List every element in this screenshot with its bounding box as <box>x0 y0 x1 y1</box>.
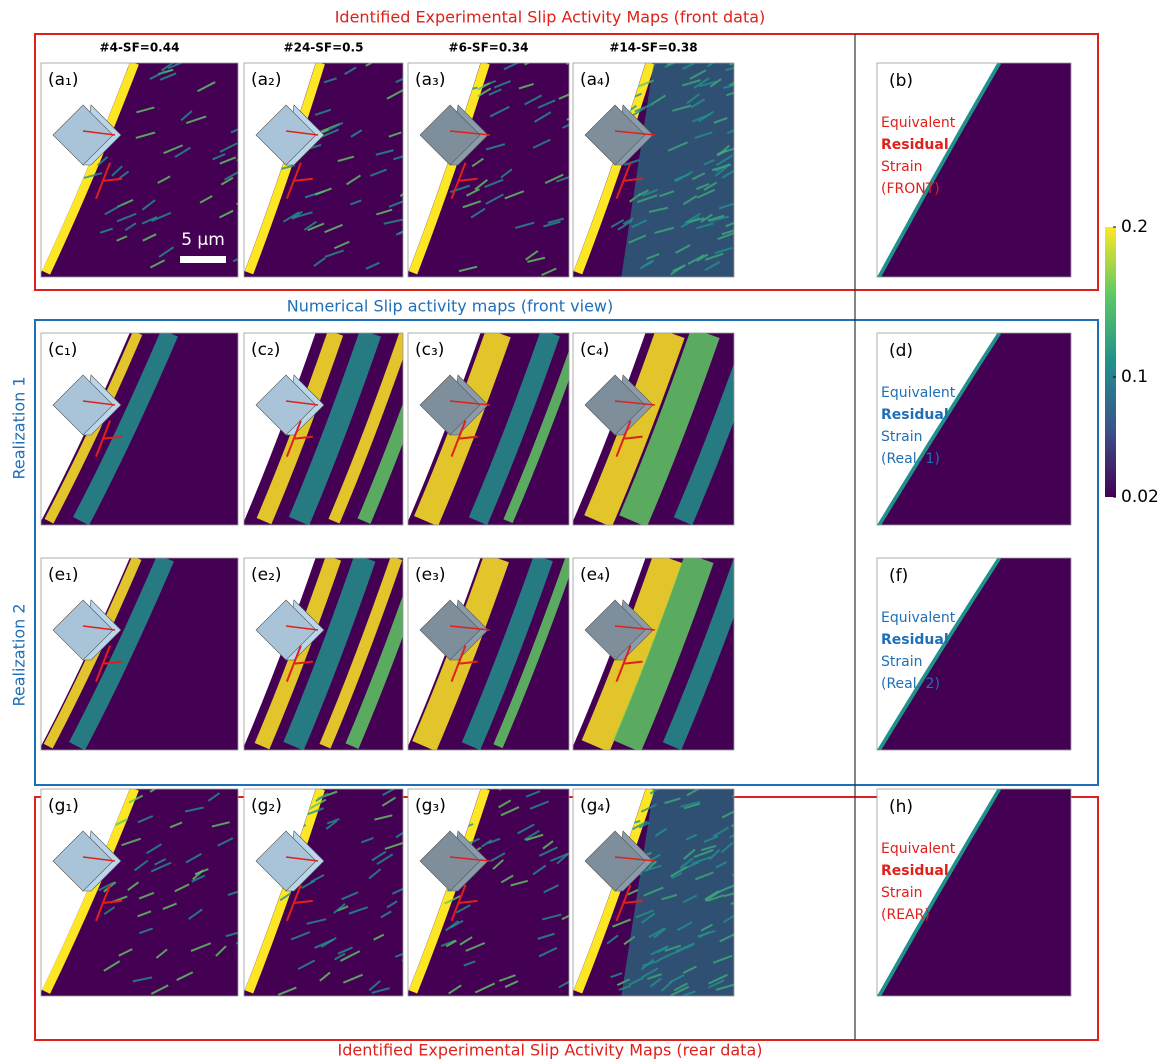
panel-label: (g₄) <box>580 796 611 816</box>
panel-label: (h) <box>889 797 913 817</box>
panel-label: (a₁) <box>48 70 79 90</box>
side-text: Strain <box>881 429 922 445</box>
streak <box>733 145 749 154</box>
column-header: #24-SF=0.5 <box>284 41 364 55</box>
side-text: Residual <box>881 407 949 423</box>
panel-label: (g₂) <box>251 796 282 816</box>
streak <box>733 928 747 935</box>
column-header: #14-SF=0.38 <box>609 41 697 55</box>
map-panel <box>573 558 744 750</box>
colorbar <box>1105 227 1116 497</box>
side-text: (Real. 1) <box>881 451 940 467</box>
scale-bar <box>180 256 226 263</box>
map-panel <box>244 558 424 750</box>
side-text: Equivalent <box>881 385 956 401</box>
middle-title: Numerical Slip activity maps (front view… <box>287 297 614 316</box>
side-text: Residual <box>881 137 949 153</box>
panel-label: (f) <box>889 566 908 586</box>
side-text: (REAR) <box>881 907 930 923</box>
map-panel <box>573 57 749 277</box>
panel-label: (a₄) <box>580 70 611 90</box>
panel-label: (c₄) <box>580 340 609 360</box>
panel-label: (a₂) <box>251 70 282 90</box>
row-label: Realization 2 <box>10 603 29 706</box>
map-panel <box>244 333 436 525</box>
column-header: #4-SF=0.44 <box>100 41 180 55</box>
map-panel <box>408 784 572 996</box>
streak <box>312 57 329 63</box>
panel-label: (e₁) <box>48 565 79 585</box>
row-label: Realization 1 <box>10 376 29 479</box>
side-text: Equivalent <box>881 841 956 857</box>
map-panel <box>408 333 580 525</box>
colorbar-tick-label: 0.1 <box>1121 367 1148 387</box>
panel-label: (g₁) <box>48 796 79 816</box>
map-panel <box>41 558 238 750</box>
panel-label: (c₂) <box>251 340 280 360</box>
panel-label: (e₃) <box>415 565 446 585</box>
map-panel <box>573 333 755 525</box>
panel-label: (e₂) <box>251 565 282 585</box>
streak <box>106 57 117 63</box>
side-text: Strain <box>881 885 922 901</box>
panel-label: (b) <box>889 71 913 91</box>
panel-label: (e₄) <box>580 565 611 585</box>
panel-label: (c₃) <box>415 340 444 360</box>
bottom-title: Identified Experimental Slip Activity Ma… <box>338 1041 763 1060</box>
map-panel <box>408 558 570 750</box>
figure: Identified Experimental Slip Activity Ma… <box>0 0 1166 1061</box>
colorbar-tick-label: 0.2 <box>1121 217 1148 237</box>
streak <box>732 789 750 797</box>
panel-label: (c₁) <box>48 340 77 360</box>
side-text: Strain <box>881 159 922 175</box>
scale-bar-label: 5 µm <box>181 230 225 250</box>
map-panel <box>573 785 750 996</box>
side-text: (Real. 2) <box>881 676 940 692</box>
side-text: Residual <box>881 863 949 879</box>
column-header: #6-SF=0.34 <box>449 41 529 55</box>
panel-label: (a₃) <box>415 70 446 90</box>
panel-label: (g₃) <box>415 796 446 816</box>
side-text: Equivalent <box>881 115 956 131</box>
side-text: Equivalent <box>881 610 956 626</box>
panel-label: (d) <box>889 341 913 361</box>
top-title: Identified Experimental Slip Activity Ma… <box>335 8 766 27</box>
map-panel <box>41 333 238 525</box>
map-panel <box>244 57 413 277</box>
side-text: (FRONT) <box>881 181 940 197</box>
colorbar-tick-label: 0.02 <box>1121 487 1159 507</box>
side-text: Strain <box>881 654 922 670</box>
side-text: Residual <box>881 632 949 648</box>
